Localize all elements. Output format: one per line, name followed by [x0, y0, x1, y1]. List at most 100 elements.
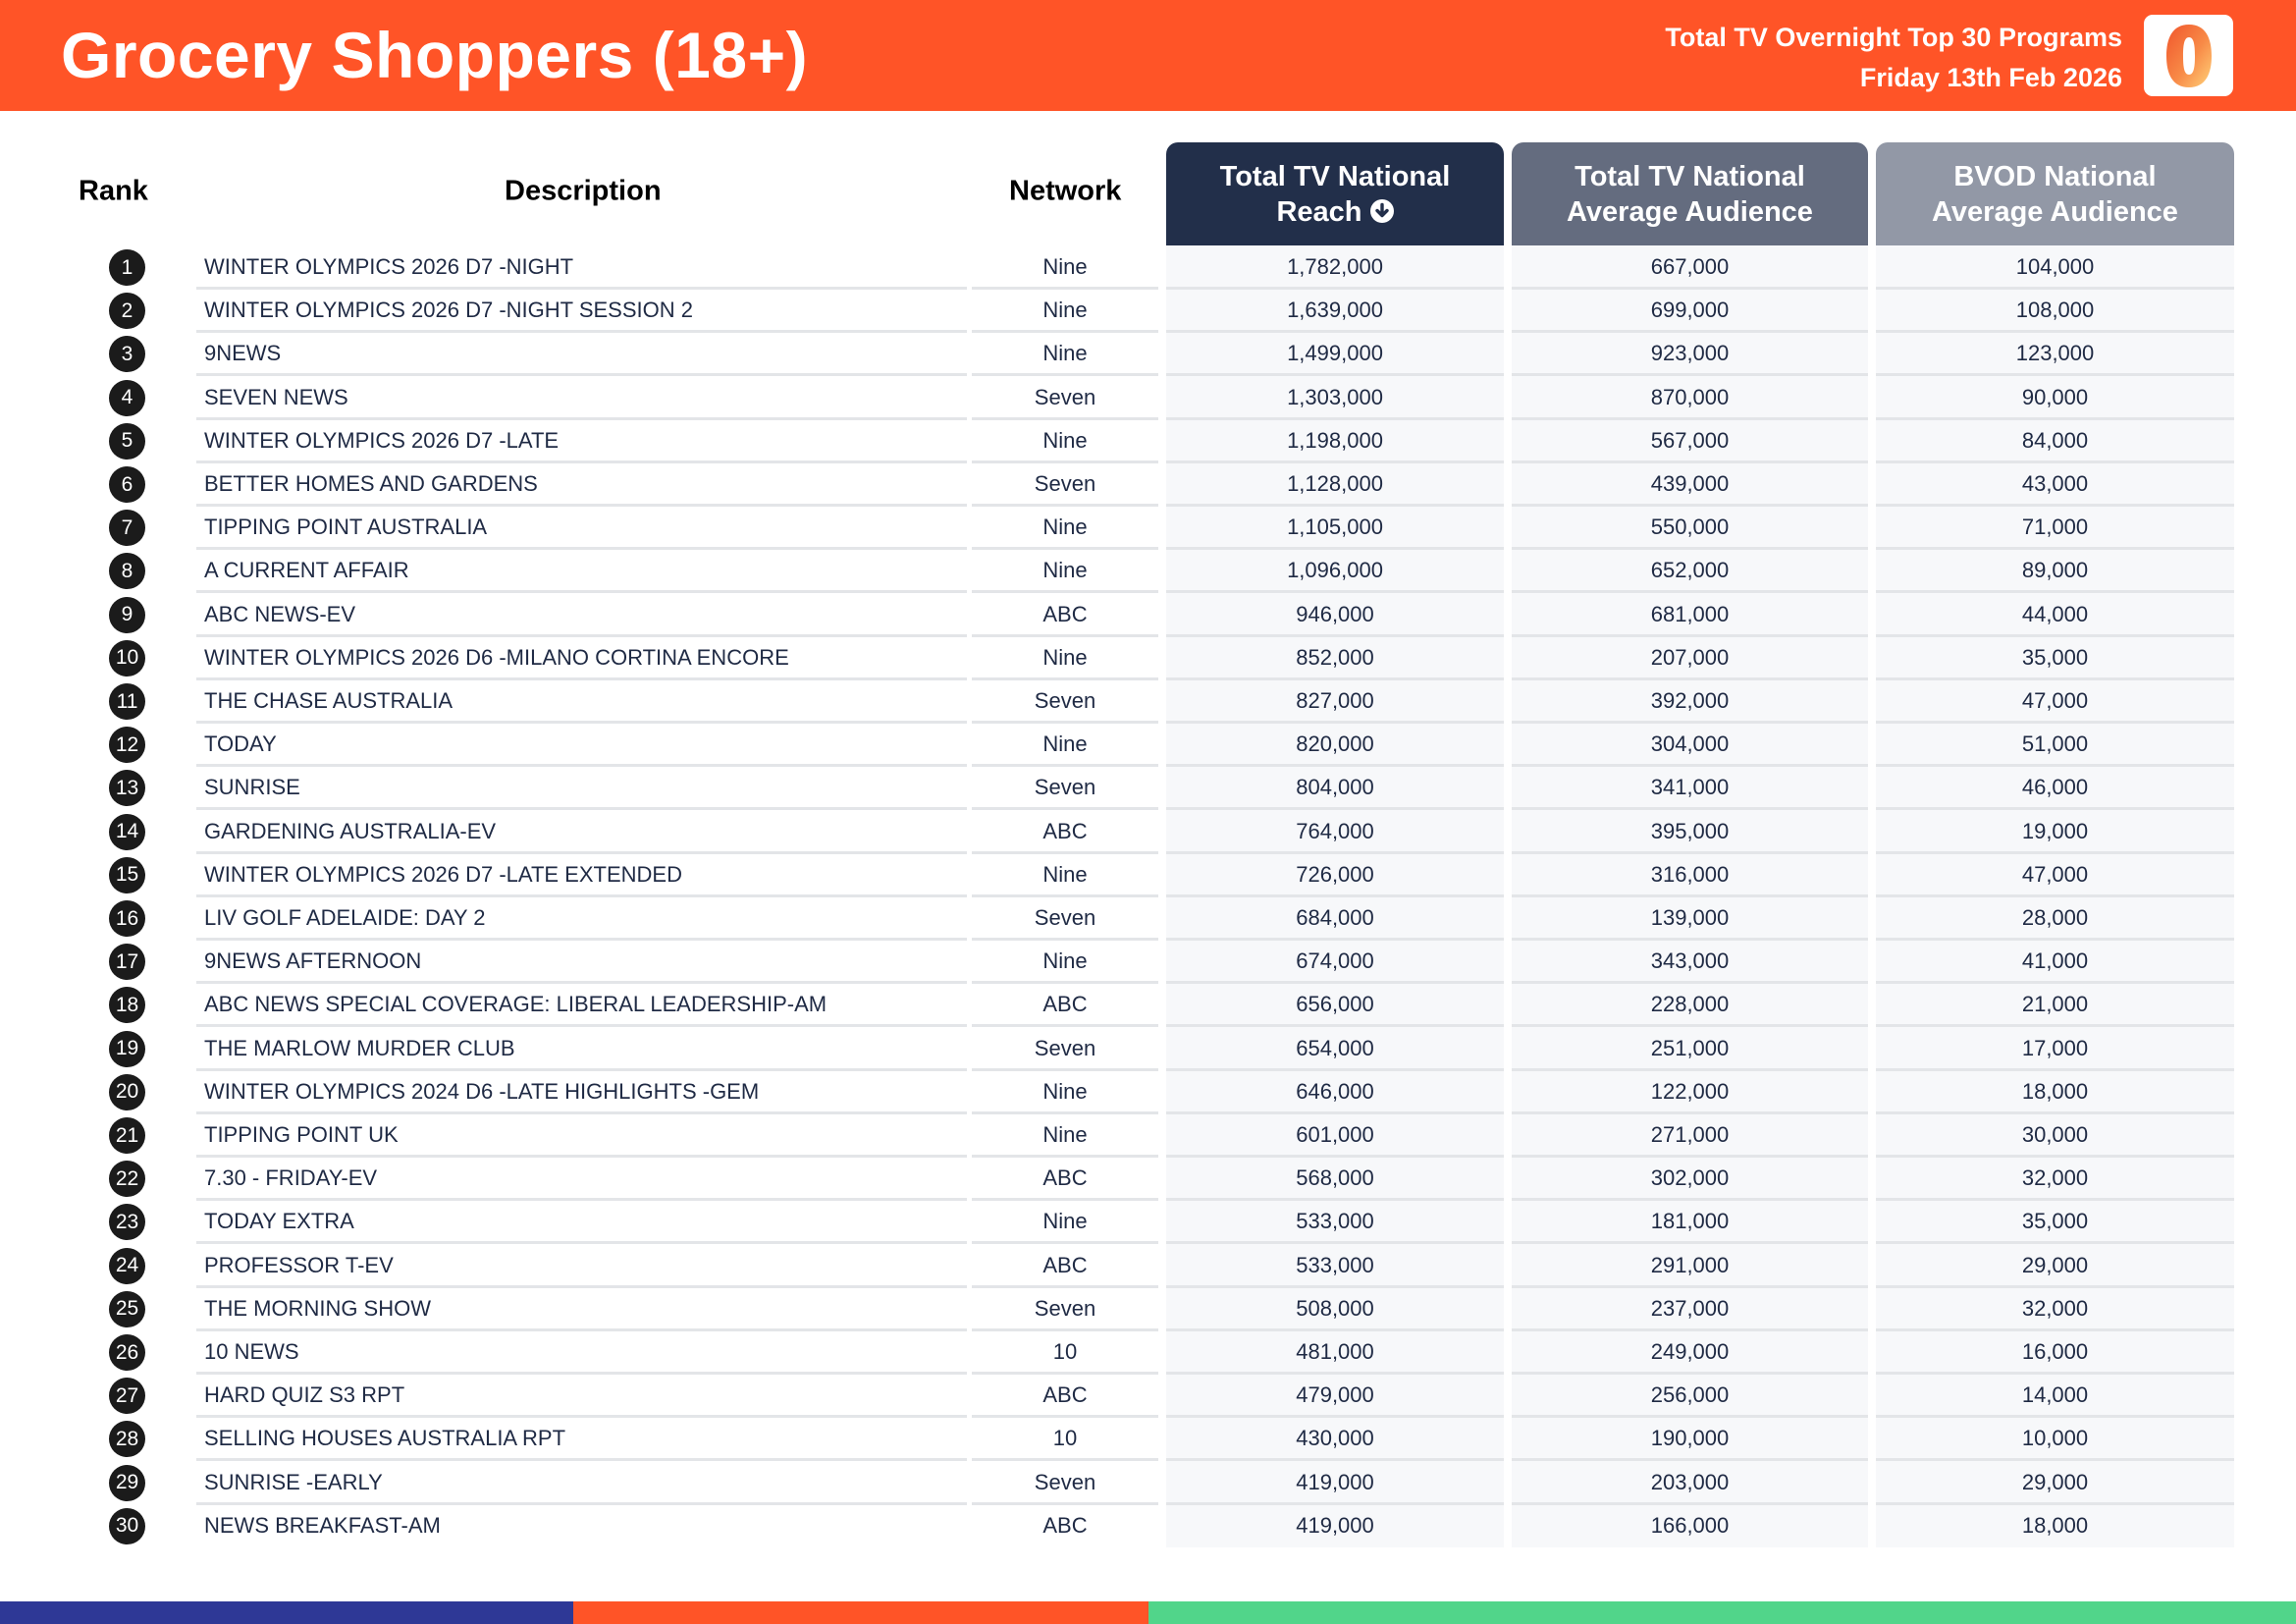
- row-divider: [196, 504, 967, 507]
- row-divider: [1876, 1198, 2234, 1202]
- row-divider: [1166, 1458, 1504, 1462]
- row-divider: [1876, 1372, 2234, 1375]
- sort-descending-icon[interactable]: [1369, 198, 1394, 223]
- row-divider: [972, 677, 1158, 680]
- rank-badge: 29: [109, 1464, 145, 1501]
- table-row[interactable]: 22 7.30 - FRIDAY-EV ABC 568,000 302,000 32,00…: [0, 1157, 2296, 1202]
- row-divider: [1512, 547, 1868, 551]
- total-tv-reach-value: 764,000: [1296, 818, 1374, 843]
- report-name: Total TV Overnight Top 30 Programs: [1665, 23, 2122, 52]
- row-divider: [972, 1458, 1158, 1462]
- rank-badge: 18: [109, 987, 145, 1024]
- table-row[interactable]: 3 9NEWS Nine 1,499,000 923,000 123,000: [0, 332, 2296, 377]
- row-divider: [196, 1284, 967, 1288]
- table-row[interactable]: 24 PROFESSOR T-EV ABC 533,000 291,000 29,000: [0, 1244, 2296, 1288]
- total-tv-reach-value: 533,000: [1296, 1252, 1374, 1277]
- table-row[interactable]: 28 SELLING HOUSES AUSTRALIA RPT 10 430,000 1…: [0, 1417, 2296, 1462]
- table-row[interactable]: 18 ABC NEWS SPECIAL COVERAGE: LIBERAL LEA…: [0, 983, 2296, 1028]
- total-tv-average-value: 291,000: [1650, 1252, 1730, 1277]
- row-divider: [1512, 504, 1868, 507]
- program-network: ABC: [1042, 601, 1088, 626]
- row-divider: [1876, 504, 2234, 507]
- total-tv-reach-value: 481,000: [1296, 1339, 1374, 1364]
- table-row[interactable]: 16 LIV GOLF ADELAIDE: DAY 2 Seven 684,000 13…: [0, 896, 2296, 941]
- program-description: THE CHASE AUSTRALIA: [204, 688, 454, 713]
- row-divider: [1512, 287, 1868, 290]
- table-row[interactable]: 29 SUNRISE -EARLY Seven 419,000 203,000 29,00…: [0, 1461, 2296, 1505]
- header-line: BVOD National: [1953, 160, 2157, 192]
- program-description: PROFESSOR T-EV: [204, 1252, 394, 1277]
- total-tv-average-value: 237,000: [1650, 1295, 1730, 1321]
- rank-badge: 13: [109, 770, 145, 807]
- table-row[interactable]: 4 SEVEN NEWS Seven 1,303,000 870,000 90,000: [0, 376, 2296, 420]
- row-divider: [1512, 1067, 1868, 1071]
- table-row[interactable]: 25 THE MORNING SHOW Seven 508,000 237,000 32,…: [0, 1287, 2296, 1331]
- table-row[interactable]: 9 ABC NEWS-EV ABC 946,000 681,000 44,000: [0, 593, 2296, 637]
- row-divider: [196, 721, 967, 724]
- row-divider: [972, 460, 1158, 463]
- table-row[interactable]: 1 WINTER OLYMPICS 2026 D7 -NIGHT Nine 1,782…: [0, 245, 2296, 290]
- table-row[interactable]: 6 BETTER HOMES AND GARDENS Seven 1,128,000 4…: [0, 462, 2296, 507]
- table-row[interactable]: 2 WINTER OLYMPICS 2026 D7 -NIGHT SESSION …: [0, 289, 2296, 334]
- header-text: Reach: [1276, 195, 1362, 228]
- rank-badge: 2: [109, 293, 145, 330]
- row-divider: [1166, 330, 1504, 334]
- row-divider: [1876, 721, 2234, 724]
- table-row[interactable]: 30 NEWS BREAKFAST-AM ABC 419,000 166,000 18,0…: [0, 1504, 2296, 1547]
- total-tv-average-value: 550,000: [1650, 514, 1730, 540]
- program-description: TIPPING POINT UK: [204, 1122, 399, 1147]
- row-divider: [1166, 764, 1504, 768]
- program-network: Seven: [1034, 775, 1096, 800]
- bvod-average-value: 47,000: [2021, 861, 2089, 887]
- table-row[interactable]: 15 WINTER OLYMPICS 2026 D7 -LATE EXTENDED…: [0, 853, 2296, 897]
- column-header-total-tv-average-audience[interactable]: Total TV National Average Audience: [1512, 142, 1868, 245]
- bvod-average-value: 10,000: [2021, 1426, 2089, 1451]
- row-divider: [1512, 1415, 1868, 1419]
- row-divider: [1166, 1415, 1504, 1419]
- row-divider: [196, 287, 967, 290]
- total-tv-reach-value: 508,000: [1296, 1295, 1374, 1321]
- table-row[interactable]: 26 10 NEWS 10 481,000 249,000 16,000: [0, 1330, 2296, 1375]
- table-row[interactable]: 12 TODAY Nine 820,000 304,000 51,000: [0, 723, 2296, 768]
- total-tv-reach-value: 1,639,000: [1287, 298, 1383, 323]
- row-divider: [1876, 547, 2234, 551]
- table-row[interactable]: 27 HARD QUIZ S3 RPT ABC 479,000 256,000 14,00…: [0, 1374, 2296, 1419]
- column-header-total-tv-reach[interactable]: Total TV National Reach: [1166, 142, 1504, 245]
- program-network: Seven: [1034, 384, 1096, 409]
- table-row[interactable]: 7 TIPPING POINT AUSTRALIA Nine 1,105,000 550…: [0, 506, 2296, 551]
- program-description: SELLING HOUSES AUSTRALIA RPT: [204, 1426, 566, 1451]
- row-divider: [196, 330, 967, 334]
- row-divider: [1876, 764, 2234, 768]
- total-tv-average-value: 316,000: [1650, 861, 1730, 887]
- row-divider: [196, 547, 967, 551]
- table-row[interactable]: 19 THE MARLOW MURDER CLUB Seven 654,000 251,…: [0, 1027, 2296, 1071]
- row-divider: [972, 1284, 1158, 1288]
- table-row[interactable]: 23 TODAY EXTRA Nine 533,000 181,000 35,000: [0, 1200, 2296, 1245]
- header-line: Reach: [1276, 194, 1394, 230]
- table-row[interactable]: 5 WINTER OLYMPICS 2026 D7 -LATE Nine 1,198,…: [0, 419, 2296, 463]
- total-tv-reach-value: 601,000: [1296, 1122, 1374, 1147]
- total-tv-reach-value: 827,000: [1296, 688, 1374, 713]
- table-row[interactable]: 13 SUNRISE Seven 804,000 341,000 46,000: [0, 766, 2296, 811]
- table-row[interactable]: 21 TIPPING POINT UK Nine 601,000 271,000 30,0…: [0, 1113, 2296, 1158]
- total-tv-average-value: 439,000: [1650, 471, 1730, 496]
- bvod-average-value: 19,000: [2021, 818, 2089, 843]
- header-line: Total TV National: [1575, 160, 1805, 192]
- row-divider: [972, 1067, 1158, 1071]
- program-description: THE MARLOW MURDER CLUB: [204, 1035, 515, 1060]
- row-divider: [196, 1241, 967, 1245]
- table-row[interactable]: 14 GARDENING AUSTRALIA-EV ABC 764,000 395,00…: [0, 810, 2296, 854]
- table-row[interactable]: 8 A CURRENT AFFAIR Nine 1,096,000 652,000 89,…: [0, 549, 2296, 594]
- row-divider: [1512, 721, 1868, 724]
- column-header-description: Description: [505, 175, 662, 207]
- column-header-bvod-average-audience[interactable]: BVOD National Average Audience: [1876, 142, 2234, 245]
- row-divider: [972, 287, 1158, 290]
- rank-badge: 25: [109, 1290, 145, 1327]
- rank-badge: 19: [109, 1030, 145, 1067]
- total-tv-average-value: 392,000: [1650, 688, 1730, 713]
- table-row[interactable]: 20 WINTER OLYMPICS 2024 D6 -LATE HIGHLIGH…: [0, 1070, 2296, 1114]
- total-tv-average-value: 304,000: [1650, 731, 1730, 757]
- table-row[interactable]: 17 9NEWS AFTERNOON Nine 674,000 343,000 41,00…: [0, 940, 2296, 985]
- table-row[interactable]: 11 THE CHASE AUSTRALIA Seven 827,000 392,000…: [0, 679, 2296, 724]
- table-row[interactable]: 10 WINTER OLYMPICS 2026 D6 -MILANO CORTIN…: [0, 636, 2296, 680]
